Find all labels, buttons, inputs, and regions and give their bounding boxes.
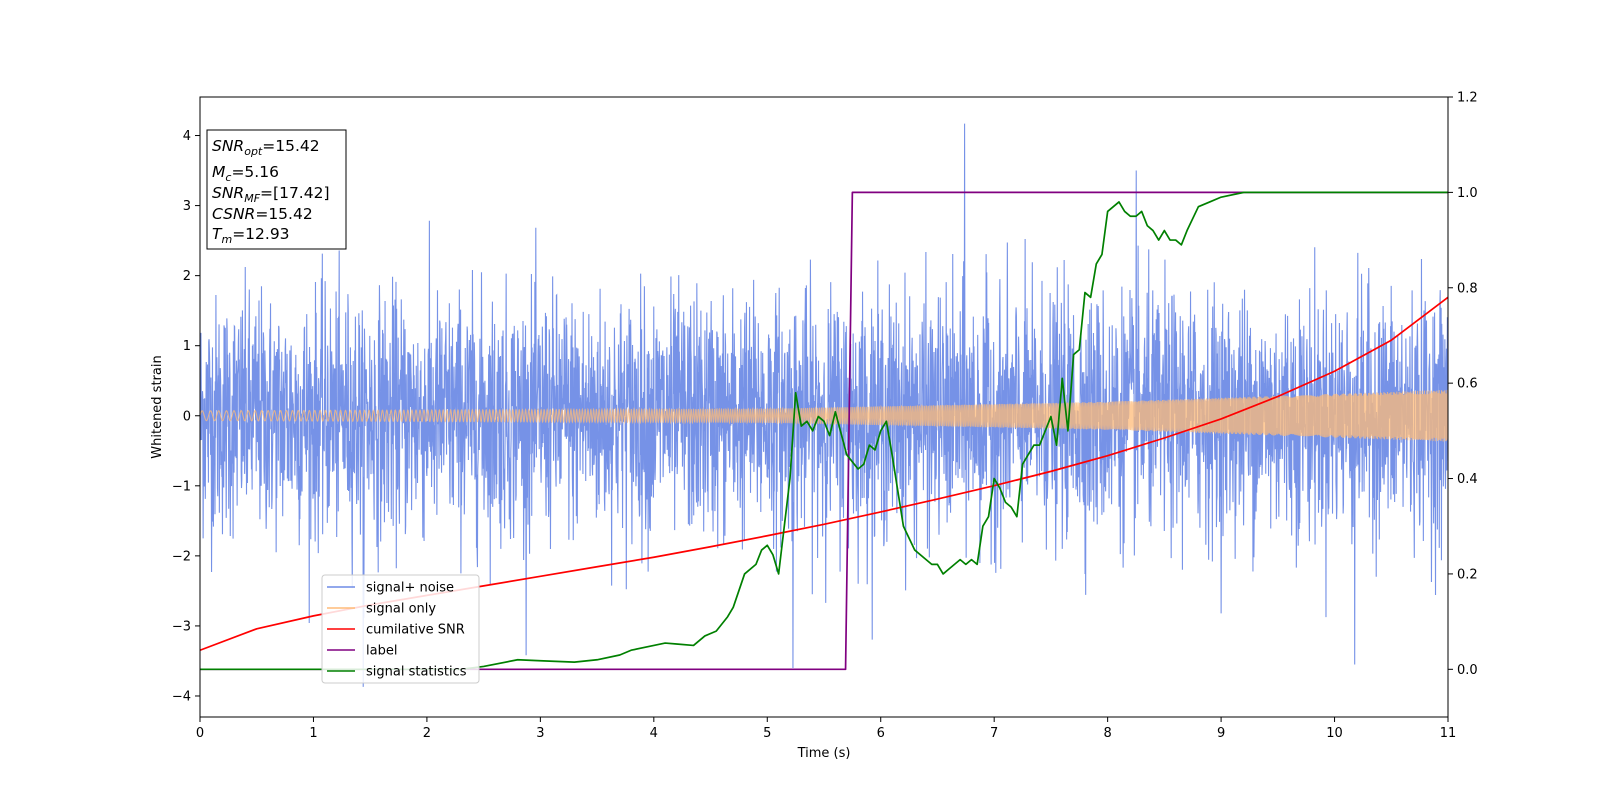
y2-tick-label: 0.6 (1457, 377, 1478, 392)
y2-tick-label: 0.2 (1457, 567, 1478, 582)
y-axis-label: Whitened strain (150, 355, 165, 458)
x-tick-label: 0 (196, 726, 204, 741)
y-tick-label: −1 (172, 479, 191, 494)
annotation-snr-mf: SNRMF=[17.42] (212, 184, 330, 205)
legend-label-signal-statistics: signal statistics (366, 665, 467, 680)
x-tick-label: 7 (990, 726, 998, 741)
x-tick-label: 10 (1326, 726, 1343, 741)
legend-item-signal-noise: signal+ noise (327, 581, 454, 596)
y-tick-label: −4 (172, 689, 191, 704)
annotation-csnr: CSNR=15.42 (212, 205, 313, 223)
x-tick-label: 8 (1103, 726, 1111, 741)
y2-tick-label: 0.8 (1457, 281, 1478, 296)
legend-item-cumulative-snr: cumilative SNR (327, 623, 465, 638)
y-tick-label: 4 (183, 129, 191, 144)
legend-label-signal-only: signal only (366, 602, 436, 617)
metrics-annotation: SNRopt=15.42 Mc=5.16 SNRMF=[17.42] CSNR=… (206, 129, 347, 250)
legend: signal+ noise signal only cumilative SNR… (321, 574, 480, 684)
axes-frame (199, 96, 1449, 718)
x-axis-label: Time (s) (797, 746, 851, 761)
legend-label-signal-noise: signal+ noise (366, 581, 454, 596)
legend-item-label: label (327, 644, 397, 659)
legend-label-cumulative-snr: cumilative SNR (366, 623, 465, 638)
x-tick-label: 11 (1440, 726, 1457, 741)
annotation-tm: Tm=12.93 (212, 225, 290, 246)
y-tick-label: 2 (183, 269, 191, 284)
annotation-mc: Mc=5.16 (212, 163, 279, 184)
y2-tick-label: 1.0 (1457, 186, 1478, 201)
x-tick-label: 3 (536, 726, 544, 741)
legend-item-signal-statistics: signal statistics (327, 665, 467, 680)
series-line-signal-only (200, 389, 1448, 442)
y2-tick-label: 1.2 (1457, 91, 1478, 106)
legend-box (321, 574, 480, 684)
series-line-label (200, 191, 1448, 671)
legend-label-label: label (366, 644, 397, 659)
y-tick-label: −3 (172, 619, 191, 634)
y-tick-label: 3 (183, 199, 191, 214)
x-tick-label: 2 (423, 726, 431, 741)
y-tick-label: 1 (183, 339, 191, 354)
x-tick-label: 4 (650, 726, 658, 741)
x-tick-label: 1 (309, 726, 317, 741)
x-tick-label: 6 (877, 726, 885, 741)
x-tick-label: 5 (763, 726, 771, 741)
y2-tick-label: 0.0 (1457, 663, 1478, 678)
annotation-box (206, 129, 347, 250)
legend-item-signal-only: signal only (327, 602, 436, 617)
series-line-signal-noise (200, 123, 1448, 687)
axes: 0 1 2 3 4 5 6 7 8 9 10 11 −4 −3 −2 −1 0 1 2 3 4 0.0 0.2 0.4 0.6 0… (172, 91, 1478, 742)
y2-tick-label: 0.4 (1457, 472, 1478, 487)
annotation-snr-opt: SNRopt=15.42 (212, 137, 320, 158)
series-line-signal-statistics (200, 191, 1448, 671)
y-tick-label: −2 (172, 549, 191, 564)
x-tick-label: 9 (1217, 726, 1225, 741)
y-tick-label: 0 (183, 409, 191, 424)
